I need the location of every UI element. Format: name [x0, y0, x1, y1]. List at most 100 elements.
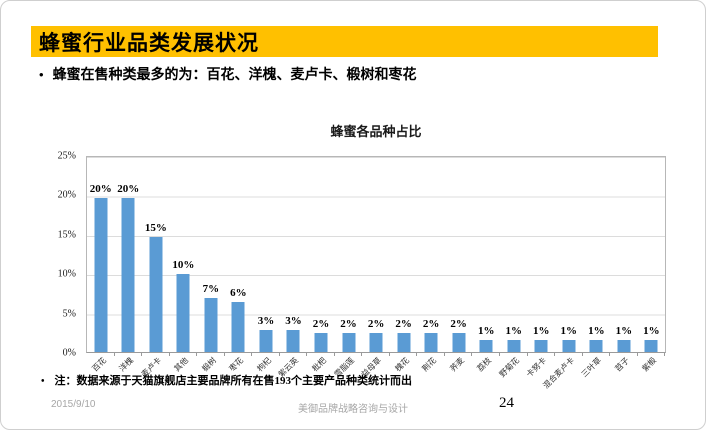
x-axis-tick [416, 352, 418, 356]
x-axis-tick [361, 352, 363, 356]
bar [589, 340, 603, 352]
bar [534, 340, 548, 352]
y-axis-tick-label: 0% [62, 347, 76, 359]
x-axis-tick [471, 352, 473, 356]
bar [617, 340, 631, 352]
note-text: 注：数据来源于天猫旗舰店主要品牌所有在售193个主要产品种类统计而出 [54, 375, 413, 387]
bar [369, 333, 383, 352]
bar-column: 10% 其他 [170, 157, 198, 373]
bar-value-label: 20% [89, 182, 112, 195]
x-axis-tick [168, 352, 170, 356]
x-axis-tick [223, 352, 225, 356]
bar-column: 2% 雪脂莲 [332, 157, 363, 379]
bar-value-label: 1% [533, 325, 550, 338]
y-axis-tick-label: 10% [57, 268, 76, 280]
x-axis-tick [498, 352, 500, 356]
x-axis-tick [388, 352, 390, 356]
bar-value-label: 10% [172, 259, 195, 271]
y-axis: 25% 20% 15% 10% 5% 0% [41, 151, 81, 359]
x-axis-tick [278, 352, 280, 356]
bar-value-label: 1% [560, 325, 578, 338]
footer: 2015/9/10 美御品牌战略咨询与设计 24 [1, 395, 705, 419]
y-axis-tick-label: 25% [57, 150, 76, 162]
bar [424, 333, 438, 352]
x-axis-tick [554, 352, 556, 356]
bar-column: 1% 紫椴 [638, 157, 666, 373]
bar [231, 302, 245, 352]
bar [94, 197, 108, 352]
bar [644, 340, 658, 352]
bar-value-label: 3% [285, 314, 302, 327]
bar-value-label: 1% [477, 325, 495, 338]
bar-value-label: 20% [117, 182, 140, 195]
bullet-icon: • [39, 67, 44, 82]
bar-value-label: 1% [505, 325, 522, 338]
page-number: 24 [499, 395, 514, 411]
bar-column: 1% 荔枝 [472, 157, 500, 373]
bar-column: 20% 洋槐 [115, 157, 143, 373]
footer-date: 2015/9/10 [51, 399, 96, 410]
bar-column: 2% 益母草 [360, 157, 390, 379]
bar-column: 1% 野菊花 [497, 157, 528, 379]
chart-title: 蜂蜜各品种占比 [330, 124, 422, 139]
x-axis-tick [251, 352, 253, 356]
bar-column: 3% 枸杞 [252, 157, 280, 373]
bar-value-label: 2% [340, 318, 357, 331]
bar [121, 197, 135, 352]
bar-value-label: 15% [144, 221, 167, 234]
x-axis-tick [526, 352, 528, 356]
bar-column: 1% 混合麦卢卡 [541, 157, 583, 390]
note-bullet-icon: • [41, 376, 45, 387]
bar [286, 329, 300, 352]
bar-column: 2% 荞麦 [445, 157, 473, 373]
x-axis-tick [636, 352, 638, 356]
y-axis-tick-label: 15% [57, 229, 76, 241]
plot-area: 20% 百花 20% 洋槐 15% 麦卢卡 10% 其他 7% 椴树 6% 枣花 3% 枸杞 3% 紫云英 2%… [86, 156, 666, 390]
x-axis-tick [306, 352, 308, 356]
bar [452, 333, 466, 352]
bar-column: 1% 三叶草 [580, 157, 611, 379]
bar-value-label: 3% [257, 314, 275, 327]
bar-value-label: 1% [615, 325, 633, 338]
bar-column: 6% 枣花 [225, 157, 253, 373]
x-axis-tick [141, 352, 143, 356]
bar [149, 236, 163, 352]
bar-column: 7% 椴树 [197, 157, 225, 373]
x-axis-tick [113, 352, 115, 356]
bar-value-label: 1% [588, 325, 605, 338]
bar-column: 1% 苕子 [610, 157, 638, 373]
bars-row: 20% 百花 20% 洋槐 15% 麦卢卡 10% 其他 7% 椴树 6% 枣花 3% 枸杞 3% 紫云英 2%… [87, 157, 666, 390]
footer-company: 美御品牌战略咨询与设计 [298, 404, 408, 415]
bar-value-label: 2% [450, 318, 467, 331]
bullet-line: • 蜂蜜在售种类最多的为：百花、洋槐、麦卢卡、椴树和枣花 [39, 64, 669, 84]
bar-column: 15% 麦卢卡 [140, 157, 170, 379]
bar [204, 297, 218, 352]
x-axis-tick [443, 352, 445, 356]
bar-value-label: 2% [367, 318, 385, 331]
bar [507, 340, 521, 352]
bar [479, 340, 493, 352]
bar-value-label: 7% [202, 282, 220, 295]
bar-column: 20% 百花 [87, 157, 115, 373]
bar-value-label: 1% [643, 325, 660, 338]
bullet-text: 蜂蜜在售种类最多的为：百花、洋槐、麦卢卡、椴树和枣花 [52, 68, 417, 83]
bar-column: 2% 荆花 [417, 157, 445, 373]
bar [259, 329, 273, 352]
y-axis-tick-label: 5% [62, 308, 76, 320]
bar-column: 2% 枇杷 [307, 157, 335, 373]
x-axis-tick [664, 352, 666, 356]
bar-value-label: 6% [230, 287, 247, 300]
note-line: • 注：数据来源于天猫旗舰店主要品牌所有在售193个主要产品种类统计而出 [41, 372, 681, 388]
x-axis-tick [196, 352, 198, 356]
bar [562, 340, 576, 352]
bar [314, 333, 328, 352]
bar-value-label: 2% [395, 318, 412, 331]
bar [342, 333, 356, 352]
bar-column: 1% 卡努卡 [525, 157, 556, 379]
x-axis-tick [609, 352, 611, 356]
bar-column: 3% 紫云英 [277, 157, 308, 379]
bar-value-label: 2% [422, 318, 440, 331]
title-bar: 蜂蜜行业品类发展状况 [31, 26, 658, 57]
bar [176, 274, 190, 352]
